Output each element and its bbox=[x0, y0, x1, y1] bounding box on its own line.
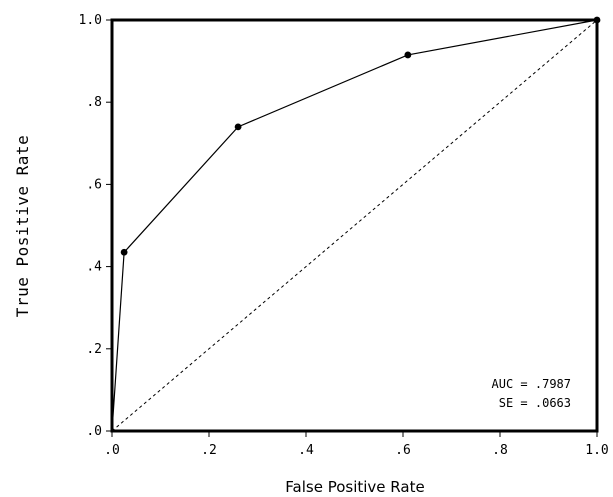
y-tick-label-1: .2 bbox=[86, 342, 102, 357]
y-tick-label-2: .4 bbox=[86, 260, 102, 275]
x-tick-label-3: .6 bbox=[395, 443, 411, 458]
x-tick-label-5: 1.0 bbox=[585, 443, 608, 458]
chart-labels: True Positive Rate False Positive Rate A… bbox=[13, 135, 571, 496]
y-tick-label-4: .8 bbox=[86, 95, 102, 110]
axes: .0 .2 .4 .6 .8 1.0 .0 .2 .4 .6 .8 1.0 bbox=[79, 13, 609, 458]
x-tick-label-4: .8 bbox=[492, 443, 508, 458]
x-tick-label-2: .4 bbox=[298, 443, 314, 458]
x-tick-label-1: .2 bbox=[201, 443, 217, 458]
chance-diagonal-line bbox=[111, 19, 598, 432]
y-axis-label: True Positive Rate bbox=[13, 135, 32, 317]
roc-point-3 bbox=[404, 51, 412, 59]
auc-annotation: AUC = .7987 bbox=[492, 377, 571, 391]
y-tick-label-0: .0 bbox=[86, 424, 102, 439]
se-annotation: SE = .0663 bbox=[499, 396, 571, 410]
y-tick-label-3: .6 bbox=[86, 177, 102, 192]
plot-frame bbox=[110, 18, 599, 433]
x-tick-label-0: .0 bbox=[104, 443, 120, 458]
x-axis-label: False Positive Rate bbox=[285, 478, 424, 496]
roc-point-1 bbox=[120, 248, 128, 256]
plot-area bbox=[111, 16, 601, 432]
y-tick-label-5: 1.0 bbox=[79, 13, 102, 28]
roc-point-2 bbox=[234, 123, 242, 131]
